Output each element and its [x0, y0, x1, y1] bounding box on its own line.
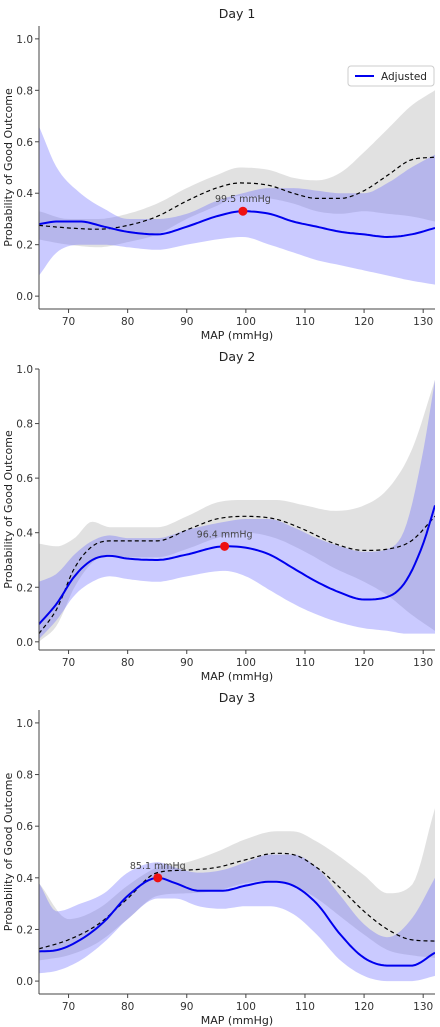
panel-title: Day 3: [219, 690, 256, 705]
unadjusted-dashed-line: [39, 852, 435, 950]
x-tick-label: 90: [180, 316, 193, 328]
x-axis-label: MAP (mmHg): [201, 670, 273, 683]
y-axis-label: Probability of Good Outcome: [2, 88, 15, 247]
unadjusted-ci-band: [39, 379, 435, 642]
y-tick-label: 1.0: [16, 34, 33, 46]
adjusted-line: [39, 210, 435, 239]
y-tick-label: 0.6: [16, 473, 33, 485]
y-axis-label: Probability of Good Outcome: [2, 430, 15, 589]
x-tick-label: 120: [354, 316, 374, 328]
x-tick-label: 100: [236, 1001, 256, 1013]
y-tick-label: 0.4: [16, 528, 33, 540]
y-tick-label: 0.6: [16, 821, 33, 833]
unadjusted-dashed-line: [39, 515, 435, 634]
unadjusted-dashed-line: [39, 156, 435, 230]
x-tick-label: 70: [62, 1001, 75, 1013]
x-tick-label: 110: [295, 1001, 315, 1013]
adjusted-ci-band: [39, 379, 435, 640]
y-tick-label: 0.8: [16, 419, 33, 431]
adjusted-line: [39, 505, 435, 625]
y-tick-label: 0.2: [16, 582, 33, 594]
x-tick-label: 120: [354, 657, 374, 669]
legend-box: [347, 65, 435, 87]
y-tick-label: 0.0: [16, 976, 33, 988]
x-tick-label: 80: [121, 657, 134, 669]
x-axis-label: MAP (mmHg): [201, 1014, 273, 1027]
x-tick-label: 70: [62, 657, 75, 669]
y-tick-label: 0.4: [16, 873, 33, 885]
y-axis-label: Probability of Good Outcome: [2, 773, 15, 932]
x-tick-label: 120: [354, 1001, 374, 1013]
x-tick-label: 70: [62, 316, 75, 328]
x-tick-label: 110: [295, 657, 315, 669]
chart-panel-day-2: 96.4 mmHg 70 80 90 100 110 120 130 0.0 0.2 0.4 0.6 0…: [2, 349, 435, 683]
x-tick-label: 130: [413, 1001, 433, 1013]
x-tick-label: 80: [121, 316, 134, 328]
y-tick-label: 0.6: [16, 137, 33, 149]
x-axis-label: MAP (mmHg): [201, 329, 273, 342]
y-tick-label: 0.2: [16, 240, 33, 252]
optimum-marker: [220, 541, 230, 551]
chart-panel-day-1: 99.5 mmHg 70 80 90 100 110 120 130 0.0 0.2 0.4 0.6 0…: [2, 6, 435, 342]
legend-label: Adjusted: [381, 71, 427, 83]
adjusted-ci-band: [39, 126, 435, 285]
x-tick-label: 100: [236, 316, 256, 328]
x-tick-label: 90: [180, 657, 193, 669]
y-tick-label: 0.0: [16, 637, 33, 649]
y-tick-label: 0.0: [16, 291, 33, 303]
y-tick-label: 1.0: [16, 718, 33, 730]
y-tick-label: 0.8: [16, 770, 33, 782]
optimum-label: 99.5 mmHg: [215, 194, 271, 205]
x-tick-label: 130: [413, 657, 433, 669]
plot-area: [39, 90, 435, 285]
plot-area: [39, 808, 435, 982]
optimum-marker: [238, 206, 248, 216]
x-tick-label: 110: [295, 316, 315, 328]
y-tick-label: 1.0: [16, 364, 33, 376]
panel-title: Day 1: [219, 6, 256, 21]
x-tick-label: 100: [236, 657, 256, 669]
optimum-label: 96.4 mmHg: [197, 529, 253, 540]
legend: Adjusted: [347, 65, 435, 87]
optimum-label: 85.1 mmHg: [130, 861, 186, 872]
unadjusted-ci-band: [39, 90, 435, 248]
y-tick-label: 0.8: [16, 85, 33, 97]
adjusted-line: [39, 876, 435, 967]
y-tick-label: 0.2: [16, 924, 33, 936]
x-tick-label: 90: [180, 1001, 193, 1013]
x-tick-label: 130: [413, 316, 433, 328]
plot-area: [39, 379, 435, 642]
panel-title: Day 2: [219, 349, 256, 364]
chart-panel-day-3: 85.1 mmHg 70 80 90 100 110 120 130 0.0 0.2 0.4 0.6 0…: [2, 690, 435, 1027]
x-tick-label: 80: [121, 1001, 134, 1013]
y-tick-label: 0.4: [16, 188, 33, 200]
unadjusted-ci-band: [39, 808, 435, 961]
optimum-marker: [153, 873, 163, 883]
